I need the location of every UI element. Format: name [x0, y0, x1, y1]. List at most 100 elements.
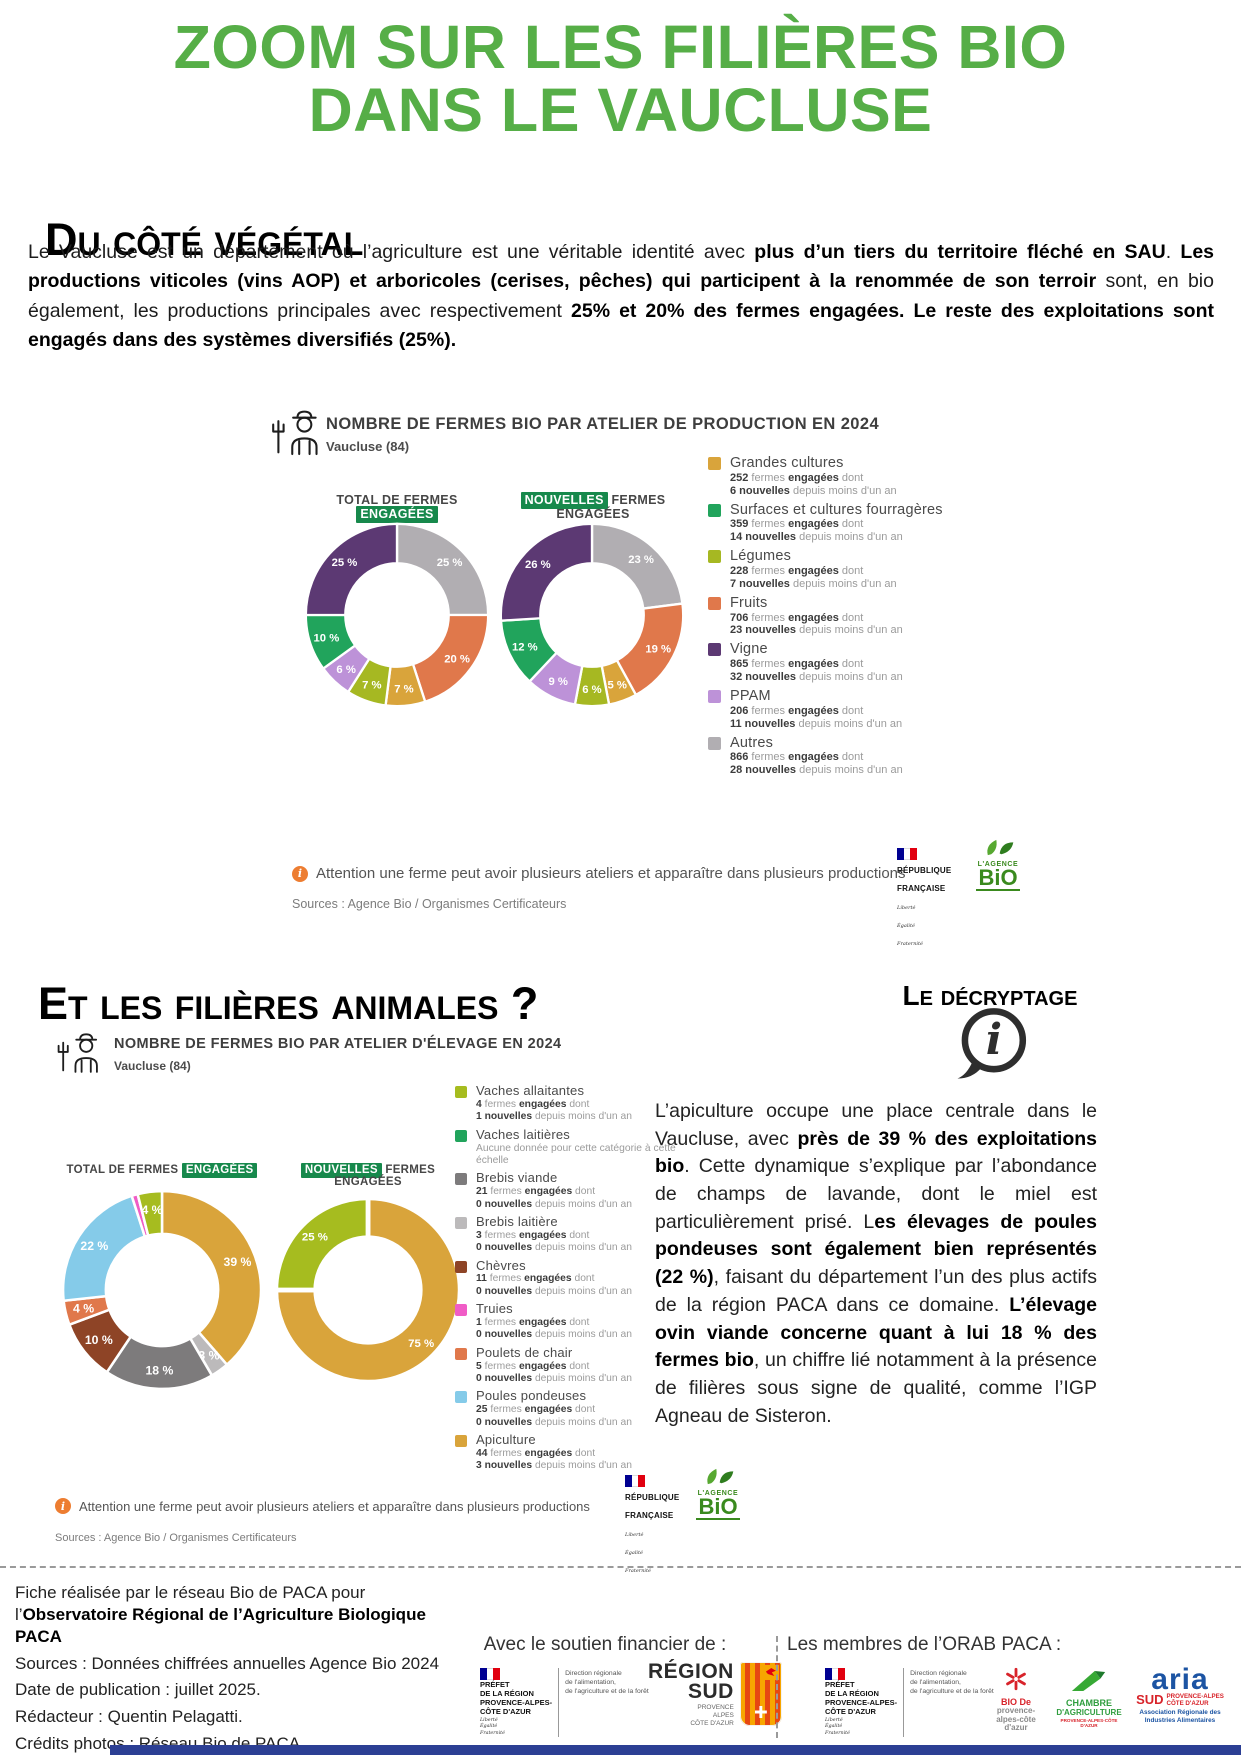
legend-name: Surfaces et cultures fourragères	[730, 501, 943, 518]
credit-line: Rédacteur : Quentin Pelagatti.	[15, 1706, 243, 1726]
svg-text:25 %: 25 %	[437, 557, 463, 569]
agence-bio-logo: L'AGENCE BiO	[972, 839, 1024, 891]
republique-francaise-logo: RÉPUBLIQUE FRANÇAISE Liberté Égalité Fra…	[625, 1475, 695, 1577]
legend-detail-1: 206 fermes engagées dont	[730, 704, 864, 717]
aria-sud-logo: aria SUD PROVENCE-ALPES CÔTE D'AZUR Asso…	[1136, 1663, 1224, 1724]
svg-text:10 %: 10 %	[314, 633, 340, 645]
production-legend: Grandes cultures 252 fermes engagées don…	[708, 455, 1008, 777]
legend-swatch	[455, 1347, 467, 1360]
engagees-badge: ENGAGÉES	[181, 1163, 258, 1178]
engagees-badge: ENGAGÉES	[356, 506, 438, 523]
legend-name: Truies	[476, 1301, 513, 1317]
chambre-agriculture-logo: CHAMBRE D'AGRICULTURE PROVENCE-ALPES-CÔT…	[1053, 1668, 1125, 1729]
legend-detail-1: 5 fermes engagées dont	[476, 1360, 590, 1372]
legend-swatch	[455, 1435, 467, 1447]
legend-name: Brebis laitière	[476, 1213, 558, 1229]
legend-item: Brebis laitière 3 fermes engagées dont 0…	[455, 1213, 710, 1255]
divider	[0, 1566, 1241, 1568]
legend-name: Chèvres	[476, 1257, 526, 1273]
legend-name: Vaches laitières	[476, 1126, 571, 1142]
chart-note: i Attention une ferme peut avoir plusieu…	[292, 865, 906, 882]
agence-bio-logo: L'AGENCE BiO	[692, 1468, 744, 1520]
legend-detail-1: 4 fermes engagées dont	[476, 1098, 590, 1110]
svg-text:7 %: 7 %	[362, 680, 381, 692]
legend-detail-2: 32 nouvelles depuis moins d'un an	[730, 671, 903, 684]
legend-detail-1: 11 fermes engagées dont	[476, 1273, 595, 1285]
leaf-icon	[987, 839, 1014, 856]
donut-nouvelles-production: 23 % 19 % 5 % 6 % 9 % 12 % 26 %	[499, 522, 685, 708]
chart-note: i Attention une ferme peut avoir plusieu…	[55, 1498, 590, 1514]
legend-name: Vigne	[730, 641, 768, 658]
legend-swatch	[455, 1304, 467, 1317]
svg-text:i: i	[986, 1015, 1002, 1065]
animal-section-heading: Et les filières animales ?	[38, 978, 539, 1030]
legend-swatch	[708, 503, 721, 517]
legend-item: Surfaces et cultures fourragères 359 fer…	[708, 502, 1008, 545]
legend-item: Truies 1 fermes engagées dont 0 nouvelle…	[455, 1301, 710, 1342]
legend-name: Poules pondeuses	[476, 1388, 587, 1404]
flower-icon	[1006, 1667, 1026, 1691]
chart-sources: Sources : Agence Bio / Organismes Certif…	[55, 1532, 297, 1544]
legend-name: Fruits	[730, 594, 768, 611]
legend-detail-1: 1 fermes engagées dont	[476, 1317, 590, 1329]
svg-text:10 %: 10 %	[85, 1333, 113, 1347]
legend-detail-1: 706 fermes engagées dont	[730, 611, 864, 624]
donut-nouvelles-header: NOUVELLES FERMES ENGAGÉES	[492, 492, 694, 521]
legend-detail-1: 359 fermes engagées dont	[730, 518, 864, 531]
legend-item: Vaches allaitantes 4 fermes engagées don…	[455, 1083, 710, 1124]
donut-total-header: TOTAL DE FERMES ENGAGÉES	[62, 1163, 262, 1178]
svg-text:22 %: 22 %	[80, 1239, 108, 1253]
info-icon: i	[55, 1498, 71, 1514]
legend-detail-2: 0 nouvelles depuis moins d'un an	[476, 1242, 632, 1254]
farmer-icon	[268, 409, 320, 457]
svg-text:7 %: 7 %	[394, 684, 413, 696]
page-title-line2: DANS LE VAUCLUSE	[308, 76, 933, 145]
page-title: ZOOM SUR LES FILIÈRES BIO DANS LE VAUCLU…	[0, 13, 1241, 145]
legend-detail-1: 44 fermes engagées dont	[476, 1447, 596, 1459]
legend-detail-2: 0 nouvelles depuis moins d'un an	[476, 1416, 632, 1428]
legend-name: Autres	[730, 734, 774, 751]
legend-swatch	[708, 643, 721, 657]
chart-subtitle: Vaucluse (84)	[114, 1059, 191, 1073]
legend-name: Apiculture	[476, 1432, 536, 1447]
legend-name: Brebis viande	[476, 1170, 558, 1186]
credit-line: Sources : Données chiffrées annuelles Ag…	[15, 1653, 440, 1673]
french-flag-icon	[825, 1668, 846, 1680]
legend-item: Vaches laitières Aucune donnée pour cett…	[455, 1126, 710, 1168]
legend-name: Poulets de chair	[476, 1344, 573, 1360]
legend-detail-1: 3 fermes engagées dont	[476, 1229, 590, 1241]
legend-detail-2: 7 nouvelles depuis moins d'un an	[730, 577, 897, 590]
svg-text:5 %: 5 %	[607, 680, 626, 692]
legend-detail-1: Aucune donnée pour cette catégorie à cet…	[476, 1142, 676, 1154]
french-flag-icon	[625, 1475, 646, 1487]
french-flag-icon	[480, 1668, 501, 1680]
region-sud-logo: RÉGION SUD PROVENCE ALPES CÔTE D'AZUR	[648, 1661, 782, 1728]
legend-item: Autres 866 fermes engagées dont 28 nouve…	[708, 735, 1008, 778]
legend-detail-2: 0 nouvelles depuis moins d'un an	[476, 1373, 632, 1385]
svg-text:6 %: 6 %	[336, 664, 355, 676]
donut-total-production: 25 % 20 % 7 % 7 % 6 % 10 % 25 %	[304, 522, 490, 708]
legend-swatch	[708, 736, 721, 750]
legend-swatch	[455, 1129, 467, 1142]
legend-detail-2: 28 nouvelles depuis moins d'un an	[730, 764, 903, 777]
donut-nouvelles-header: NOUVELLES FERMES ENGAGÉES	[266, 1163, 470, 1188]
legend-detail-2: 11 nouvelles depuis moins d'un an	[730, 717, 903, 730]
svg-text:25 %: 25 %	[302, 1232, 328, 1244]
nouvelles-badge: NOUVELLES	[520, 492, 608, 509]
svg-text:19 %: 19 %	[645, 644, 671, 656]
legend-detail-1: 866 fermes engagées dont	[730, 751, 864, 764]
page-title-line1: ZOOM SUR LES FILIÈRES BIO	[173, 13, 1068, 81]
republique-francaise-logo: RÉPUBLIQUE FRANÇAISE Liberté Égalité Fra…	[897, 848, 967, 950]
prefet-region-logo: PRÉFET DE LA RÉGION PROVENCE-ALPES- CÔTE…	[480, 1668, 649, 1738]
legend-detail-2: 6 nouvelles depuis moins d'un an	[730, 484, 897, 497]
svg-text:4 %: 4 %	[141, 1203, 162, 1217]
elevage-chart: NOMBRE DE FERMES BIO PAR ATELIER D'ÉLEVA…	[40, 1020, 740, 1574]
legend-name: Grandes cultures	[730, 455, 844, 471]
svg-text:4 %: 4 %	[73, 1302, 94, 1316]
info-icon: i	[292, 865, 308, 882]
legend-item: Apiculture 44 fermes engagées dont 3 nou…	[455, 1432, 710, 1473]
chart-note-text: Attention une ferme peut avoir plusieurs…	[79, 1498, 590, 1514]
legend-item: Légumes 228 fermes engagées dont 7 nouve…	[708, 548, 1008, 591]
chart-subtitle: Vaucluse (84)	[326, 439, 410, 454]
